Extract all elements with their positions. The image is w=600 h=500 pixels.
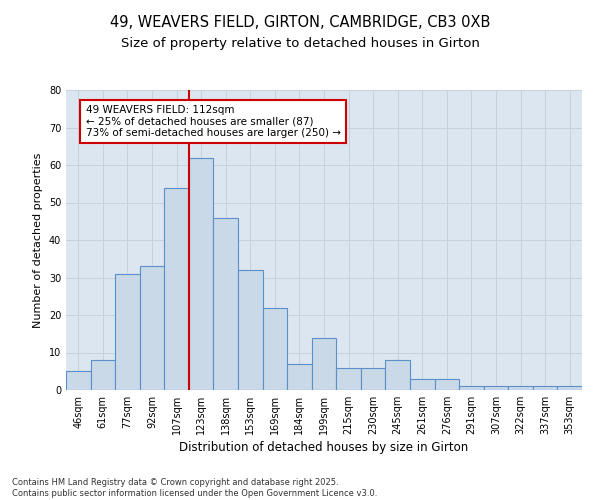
Bar: [189, 158, 214, 390]
Bar: [484, 386, 508, 390]
Bar: [410, 379, 434, 390]
Bar: [214, 218, 238, 390]
Bar: [140, 266, 164, 390]
Bar: [508, 386, 533, 390]
Bar: [459, 386, 484, 390]
Bar: [312, 338, 336, 390]
Bar: [115, 274, 140, 390]
Bar: [287, 364, 312, 390]
Bar: [557, 386, 582, 390]
Bar: [361, 368, 385, 390]
Bar: [336, 368, 361, 390]
Bar: [66, 371, 91, 390]
Bar: [164, 188, 189, 390]
X-axis label: Distribution of detached houses by size in Girton: Distribution of detached houses by size …: [179, 441, 469, 454]
Bar: [238, 270, 263, 390]
Bar: [434, 379, 459, 390]
Text: Size of property relative to detached houses in Girton: Size of property relative to detached ho…: [121, 38, 479, 51]
Bar: [91, 360, 115, 390]
Text: 49 WEAVERS FIELD: 112sqm
← 25% of detached houses are smaller (87)
73% of semi-d: 49 WEAVERS FIELD: 112sqm ← 25% of detach…: [86, 105, 341, 138]
Bar: [533, 386, 557, 390]
Y-axis label: Number of detached properties: Number of detached properties: [33, 152, 43, 328]
Bar: [263, 308, 287, 390]
Text: 49, WEAVERS FIELD, GIRTON, CAMBRIDGE, CB3 0XB: 49, WEAVERS FIELD, GIRTON, CAMBRIDGE, CB…: [110, 15, 490, 30]
Text: Contains HM Land Registry data © Crown copyright and database right 2025.
Contai: Contains HM Land Registry data © Crown c…: [12, 478, 377, 498]
Bar: [385, 360, 410, 390]
